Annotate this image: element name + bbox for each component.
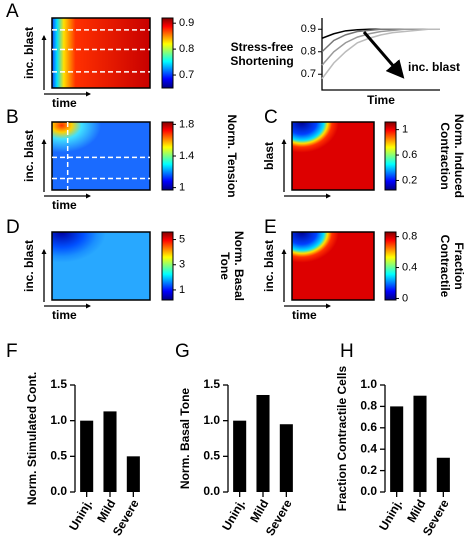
bar [126, 456, 140, 492]
heatmap [291, 121, 375, 191]
colorbar-tick-label: 1.4 [179, 150, 194, 162]
x-axis-label: time [52, 198, 77, 212]
panel-letter: B [6, 107, 19, 128]
axes [321, 18, 440, 91]
colorbar-label: Norm. Tension [225, 114, 239, 198]
y-axis-label: inc. blast [262, 240, 276, 292]
colorbar [161, 121, 174, 191]
colorbar-tick-label: 0.4 [402, 261, 417, 273]
colorbar-tick-label: 1.8 [179, 118, 194, 130]
colorbar-tick-label: 1 [402, 124, 408, 136]
panel-letter: E [264, 217, 277, 238]
y-tick-label: 0.0 [360, 484, 377, 498]
bar [103, 411, 117, 492]
y-tick-label: 0.9 [301, 23, 316, 35]
colorbar [161, 17, 174, 89]
y-tick-label: 0.4 [360, 441, 377, 455]
y-tick-label: 1.5 [50, 377, 67, 391]
bar [279, 424, 293, 492]
chart-title: Stress-free Shortening [230, 40, 294, 68]
heatmap [51, 121, 151, 191]
bar [256, 394, 270, 492]
y-tick-label: 0.2 [360, 463, 377, 477]
x-axis-label: time [52, 308, 77, 322]
y-tick-label: 0.0 [50, 484, 67, 498]
y-axis-label: inc. blast [22, 27, 36, 79]
y-tick-label: 1.5 [203, 377, 220, 391]
panel-letter: G [175, 341, 190, 362]
y-axis-label: Norm. Basal Tone [178, 388, 192, 489]
x-tick-label: Uninj. [376, 497, 405, 533]
y-tick-label: 1.0 [203, 413, 220, 427]
colorbar [384, 121, 397, 191]
x-axis-label: time [52, 96, 77, 110]
y-tick-label: 0.6 [360, 420, 377, 434]
y-tick-label: 1.0 [50, 413, 67, 427]
panel-letter: D [6, 217, 20, 238]
x-tick-label: Uninj. [219, 497, 248, 533]
colorbar [384, 231, 397, 301]
y-tick-label: 0.8 [360, 399, 377, 413]
colorbar-tick-label: 0.7 [179, 69, 194, 81]
colorbar-tick-label: 0.2 [402, 174, 417, 186]
colorbar-tick-label: 1 [179, 182, 185, 194]
bar [390, 406, 404, 492]
bar [436, 457, 450, 492]
y-axis-label: inc. blast [22, 130, 36, 182]
y-tick-label: 1.0 [360, 377, 377, 391]
colorbar-tick-label: 0 [402, 292, 408, 304]
y-axis-label: blast [262, 142, 276, 170]
colorbar-tick-label: 1 [179, 284, 185, 296]
bar [413, 395, 427, 492]
heatmap [51, 231, 151, 301]
x-tick-label: Uninj. [66, 497, 95, 533]
panel-letter: F [6, 341, 18, 362]
y-tick-label: 0.0 [203, 484, 220, 498]
colorbar-label: Fraction Contractile [438, 234, 466, 298]
colorbar [161, 231, 174, 301]
colorbar-tick-label: 0.8 [179, 43, 194, 55]
y-axis-label: Norm. Stimulated Cont. [25, 372, 39, 505]
colorbar-tick-label: 0.8 [402, 231, 417, 243]
heatmap [51, 17, 151, 89]
panel-letter: A [6, 1, 19, 22]
y-tick-label: 0.5 [50, 449, 67, 463]
y-axis-label: inc. blast [22, 240, 36, 292]
x-tick-label: Mild [94, 497, 118, 525]
annotation: inc. blast [408, 60, 460, 74]
colorbar-label: Norm. Induced Contraction [438, 113, 466, 198]
y-tick-label: 0.5 [203, 449, 220, 463]
x-tick-label: Mild [247, 497, 271, 525]
panel-letter: H [340, 341, 354, 362]
line-series [321, 28, 440, 80]
x-axis-label: time [292, 308, 317, 322]
bar [80, 420, 94, 492]
annotation-arrow [362, 31, 405, 79]
colorbar-tick-label: 3 [179, 259, 185, 271]
x-axis-label: Time [367, 93, 395, 107]
colorbar-tick-label: 5 [179, 233, 185, 245]
colorbar-tick-label: 0.6 [402, 149, 417, 161]
y-axis-label: Fraction Contractile Cells [335, 365, 349, 511]
colorbar-label: Norm. Basal Tone [218, 230, 246, 302]
heatmap [291, 231, 375, 301]
y-tick-label: 0.7 [301, 68, 316, 80]
panel-letter: C [264, 107, 278, 128]
y-tick-label: 0.8 [301, 46, 316, 58]
bar [233, 420, 247, 492]
colorbar-tick-label: 0.9 [179, 17, 194, 29]
x-tick-label: Mild [404, 497, 428, 525]
